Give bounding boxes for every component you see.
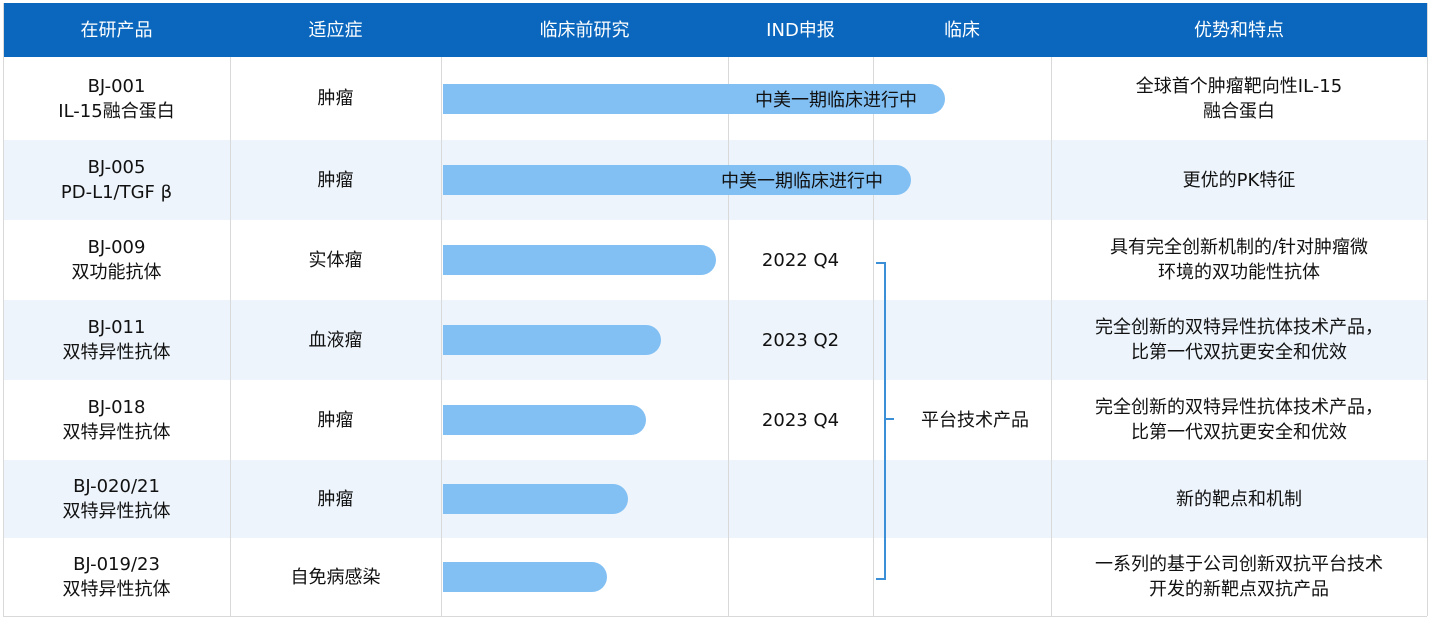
feature-line: 更优的PK特征 <box>1182 169 1296 191</box>
feature-line: 新的靶点和机制 <box>1176 488 1302 510</box>
product-line: BJ-009 <box>87 237 146 258</box>
column-divider <box>728 57 729 616</box>
ind-date: 2023 Q2 <box>761 329 840 351</box>
header-bg <box>3 3 1427 57</box>
product-line: BJ-019/23 <box>73 554 160 575</box>
features-cell: 具有完全创新机制的/针对肿瘤微 环境的双功能性抗体 <box>1051 220 1427 300</box>
progress-bar <box>443 245 716 275</box>
bar-label: 中美一期临床进行中 <box>721 171 883 192</box>
row-bg <box>3 380 1427 460</box>
indication-cell: 肿瘤 <box>317 488 354 510</box>
progress-bar <box>443 562 607 592</box>
features-cell: 新的靶点和机制 <box>1051 460 1427 538</box>
product-line: PD-L1/TGF β <box>60 182 173 203</box>
features-cell: 更优的PK特征 <box>1051 140 1427 220</box>
indication-cell: 实体瘤 <box>308 249 363 271</box>
bottom-border <box>3 616 1427 617</box>
feature-line: 完全创新的双特异性抗体技术产品， <box>1095 317 1383 338</box>
column-divider <box>3 3 4 616</box>
product-cell: BJ-005 PD-L1/TGF β <box>3 140 230 220</box>
column-divider <box>1051 57 1052 616</box>
column-divider <box>873 57 874 616</box>
product-cell: BJ-019/23 双特异性抗体 <box>3 538 230 616</box>
row-bg <box>3 300 1427 380</box>
header-cell: IND申报 <box>766 19 835 41</box>
column-divider <box>1427 3 1428 616</box>
indication-cell: 肿瘤 <box>317 409 354 431</box>
product-cell: BJ-001 IL-15融合蛋白 <box>3 57 230 140</box>
product-line: 双功能抗体 <box>71 262 162 283</box>
progress-bar <box>443 484 628 514</box>
product-line: BJ-011 <box>87 317 146 338</box>
indication-cell: 自免病感染 <box>290 566 381 588</box>
feature-line: 全球首个肿瘤靶向性IL-15 <box>1135 75 1343 97</box>
header-cell: 在研产品 <box>80 19 153 41</box>
bracket-tick <box>884 418 894 420</box>
feature-line: 比第一代双抗更安全和优效 <box>1131 342 1347 363</box>
feature-line: 开发的新靶点双抗产品 <box>1149 579 1329 600</box>
product-line: 双特异性抗体 <box>62 422 171 443</box>
features-cell: 一系列的基于公司创新双抗平台技术 开发的新靶点双抗产品 <box>1051 538 1427 616</box>
progress-bar <box>443 405 646 435</box>
product-cell: BJ-011 双特异性抗体 <box>3 300 230 380</box>
header-cell: 临床前研究 <box>539 19 630 41</box>
header-cell: 优势和特点 <box>1194 19 1284 41</box>
progress-bar: 中美一期临床进行中 <box>443 165 911 195</box>
product-line: BJ-020/21 <box>73 476 160 497</box>
progress-bar: 中美一期临床进行中 <box>443 83 945 114</box>
feature-line: 环境的双功能性抗体 <box>1158 262 1320 283</box>
column-divider <box>230 57 231 616</box>
product-line: 双特异性抗体 <box>62 501 171 522</box>
product-line: 双特异性抗体 <box>62 342 171 363</box>
header-cell: 临床 <box>944 19 980 41</box>
feature-line: 融合蛋白 <box>1203 100 1275 122</box>
feature-line: 比第一代双抗更安全和优效 <box>1131 422 1347 443</box>
product-cell: BJ-018 双特异性抗体 <box>3 380 230 460</box>
row-bg <box>3 460 1427 538</box>
bar-label: 中美一期临床进行中 <box>755 89 917 111</box>
features-cell: 完全创新的双特异性抗体技术产品， 比第一代双抗更安全和优效 <box>1051 380 1427 460</box>
features-cell: 全球首个肿瘤靶向性IL-15 融合蛋白 <box>1051 57 1427 140</box>
ind-date: 2022 Q4 <box>761 249 840 271</box>
indication-cell: 肿瘤 <box>317 169 354 191</box>
product-line: 双特异性抗体 <box>62 579 171 600</box>
feature-line: 完全创新的双特异性抗体技术产品， <box>1095 397 1383 418</box>
product-cell: BJ-009 双功能抗体 <box>3 220 230 300</box>
indication-cell: 肿瘤 <box>317 88 354 109</box>
product-line: IL-15融合蛋白 <box>58 100 175 122</box>
product-line: BJ-018 <box>87 397 146 418</box>
column-divider <box>441 57 442 616</box>
product-cell: BJ-020/21 双特异性抗体 <box>3 460 230 538</box>
progress-bar <box>443 325 661 355</box>
ind-date: 2023 Q4 <box>761 409 840 431</box>
features-cell: 完全创新的双特异性抗体技术产品， 比第一代双抗更安全和优效 <box>1051 300 1427 380</box>
header-cell: 适应症 <box>308 19 363 41</box>
product-line: BJ-005 <box>87 157 146 178</box>
row-bg <box>3 538 1427 616</box>
platform-label: 平台技术产品 <box>921 409 1029 431</box>
feature-line: 具有完全创新机制的/针对肿瘤微 <box>1109 237 1369 258</box>
indication-cell: 血液瘤 <box>308 329 363 351</box>
feature-line: 一系列的基于公司创新双抗平台技术 <box>1095 554 1383 575</box>
product-line: BJ-001 <box>87 75 146 97</box>
bracket <box>876 262 886 580</box>
